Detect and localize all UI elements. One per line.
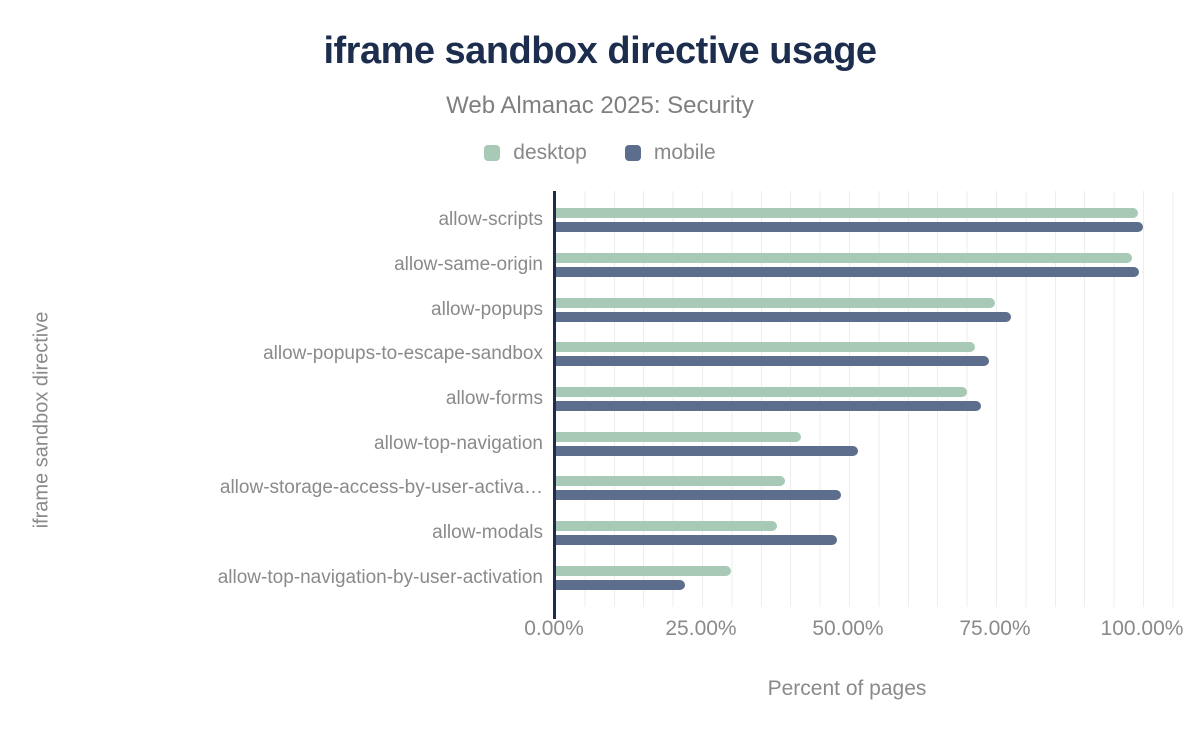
bar-desktop[interactable] xyxy=(556,565,731,576)
x-tick-label: 25.00% xyxy=(665,617,737,640)
legend: desktop mobile xyxy=(0,141,1200,165)
legend-swatch-desktop-icon xyxy=(484,145,501,161)
bar-desktop[interactable] xyxy=(556,521,777,532)
category-label: allow-popups-to-escape-sandbox xyxy=(263,343,543,365)
plot-area: allow-scripts allow-same-origin allow-popu… xyxy=(218,191,1186,619)
bar-mobile[interactable] xyxy=(556,445,859,456)
x-tick-label: 50.00% xyxy=(812,617,884,640)
bar-group: allow-scripts xyxy=(438,198,1186,243)
category-label: allow-top-navigation-by-user-activation xyxy=(217,566,543,588)
bar-desktop[interactable] xyxy=(556,297,995,308)
category-label: allow-forms xyxy=(445,388,543,410)
legend-item-desktop[interactable]: desktop xyxy=(484,141,587,165)
bar-mobile[interactable] xyxy=(556,535,838,546)
bar-group: allow-popups-to-escape-sandbox xyxy=(263,332,1186,377)
x-tick-label: 0.00% xyxy=(524,617,584,640)
category-label: allow-popups xyxy=(431,298,543,320)
category-label: allow-same-origin xyxy=(394,254,543,275)
bar-mobile[interactable] xyxy=(556,222,1143,233)
bar-group: allow-top-navigation xyxy=(374,421,1186,466)
x-tick-label: 75.00% xyxy=(959,617,1031,640)
bar-mobile[interactable] xyxy=(556,401,982,412)
zero-tick-mark xyxy=(553,607,556,619)
bar-group: allow-same-origin xyxy=(394,243,1186,288)
x-tick-label: 100.00% xyxy=(1100,617,1184,640)
chart-subtitle: Web Almanac 2025: Security xyxy=(446,92,754,119)
category-label: allow-modals xyxy=(432,522,543,544)
y-axis-title: iframe sandbox directive xyxy=(30,311,53,529)
bar-group: allow-modals xyxy=(432,511,1186,556)
bar-desktop[interactable] xyxy=(556,253,1133,263)
bar-mobile[interactable] xyxy=(556,311,1011,322)
category-label: allow-top-navigation xyxy=(374,432,543,454)
plot-rows: allow-scripts allow-same-origin allow-popu… xyxy=(218,191,1186,607)
bar-desktop[interactable] xyxy=(556,208,1139,219)
x-axis-ticks: 0.00% 25.00% 50.00% 75.00% 100.00% xyxy=(524,617,1183,641)
category-label: allow-scripts xyxy=(438,209,543,231)
bar-mobile[interactable] xyxy=(556,267,1140,277)
bar-mobile[interactable] xyxy=(556,490,842,501)
bar-mobile[interactable] xyxy=(556,579,686,590)
legend-swatch-mobile-icon xyxy=(624,145,641,161)
legend-item-mobile[interactable]: mobile xyxy=(624,141,716,165)
bar-group: allow-forms xyxy=(446,377,1186,422)
bar-desktop[interactable] xyxy=(556,431,802,442)
bar-group: allow-top-navigation-by-user-activation xyxy=(218,555,1186,600)
chart-title: iframe sandbox directive usage xyxy=(323,30,877,72)
category-label: allow-storage-access-by-user-activa… xyxy=(219,477,543,499)
bar-desktop[interactable] xyxy=(556,387,967,398)
legend-label: mobile xyxy=(653,141,716,164)
x-axis-title: Percent of pages xyxy=(767,677,927,700)
bar-desktop[interactable] xyxy=(556,476,785,487)
legend-label: desktop xyxy=(513,141,587,164)
bar-desktop[interactable] xyxy=(556,342,975,353)
bar-mobile[interactable] xyxy=(556,356,989,367)
bar-group: allow-popups xyxy=(431,287,1186,332)
bar-group: allow-storage-access-by-user-activa… xyxy=(220,466,1186,511)
